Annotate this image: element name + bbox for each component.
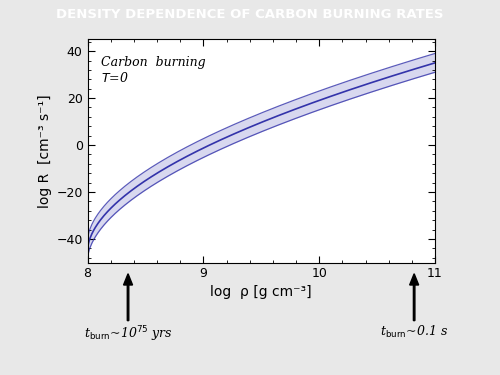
X-axis label: log  ρ [g cm⁻³]: log ρ [g cm⁻³]: [210, 285, 312, 298]
Text: DENSITY DEPENDENCE OF CARBON BURNING RATES: DENSITY DEPENDENCE OF CARBON BURNING RAT…: [56, 8, 444, 21]
Text: t$_{\rm burn}$~0.1 s: t$_{\rm burn}$~0.1 s: [380, 324, 448, 340]
Text: Carbon  burning
$T$=0: Carbon burning $T$=0: [102, 56, 206, 85]
Y-axis label: log R  [cm⁻³ s⁻¹]: log R [cm⁻³ s⁻¹]: [38, 94, 52, 208]
Text: t$_{\rm burn}$~10$^{75}$ yrs: t$_{\rm burn}$~10$^{75}$ yrs: [84, 324, 172, 344]
